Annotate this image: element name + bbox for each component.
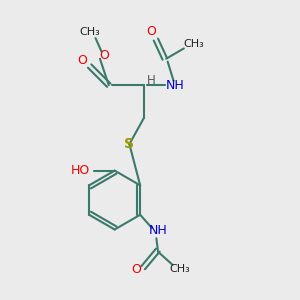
Text: HO: HO [71,164,90,177]
Text: H: H [147,74,156,87]
Text: NH: NH [148,224,167,238]
Text: S: S [124,137,134,151]
Text: CH₃: CH₃ [169,264,190,274]
Text: CH₃: CH₃ [79,27,100,37]
Text: O: O [77,54,87,67]
Text: O: O [146,25,156,38]
Text: NH: NH [166,79,184,92]
Text: O: O [132,263,142,276]
Text: CH₃: CH₃ [184,39,205,49]
Text: O: O [99,49,109,62]
